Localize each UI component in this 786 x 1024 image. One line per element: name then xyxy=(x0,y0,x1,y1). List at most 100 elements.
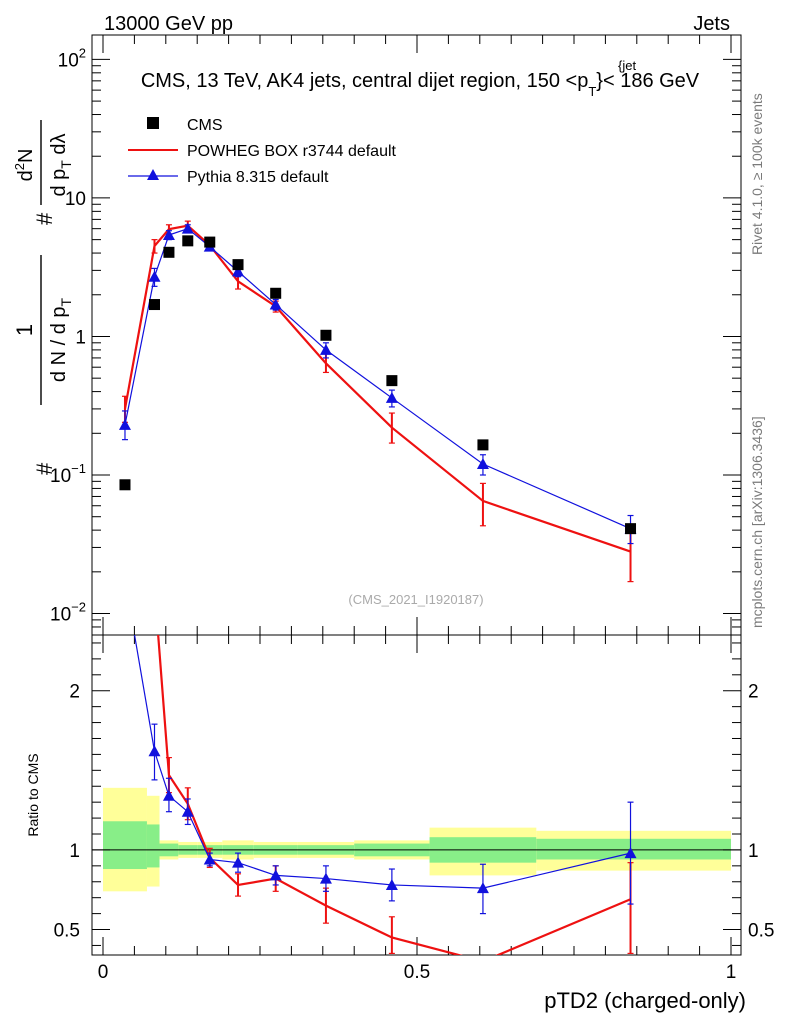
chart-title-sup: {jet xyxy=(618,58,636,73)
pythia-point xyxy=(385,391,398,403)
ratio-ytick-label-right: 0.5 xyxy=(748,921,774,942)
legend-label-powheg: POWHEG BOX r3744 default xyxy=(187,143,397,160)
ratio-ytick-label-left: 1 xyxy=(69,841,80,862)
ylabel-hash-2: # xyxy=(32,212,57,225)
ratio-pythia-point xyxy=(181,805,194,817)
pythia-point xyxy=(232,265,245,277)
main-ytick-label: 1 xyxy=(75,327,86,348)
ratio-band-inner xyxy=(146,824,160,868)
ratio-pythia-point xyxy=(476,882,489,894)
ylabel-frac2-num-sup: 2 xyxy=(12,163,27,170)
ratio-pythia-point xyxy=(269,869,282,881)
cms-point xyxy=(477,439,489,451)
ratio-pythia-point xyxy=(232,856,245,868)
cms-point xyxy=(119,479,131,491)
ratio-ytick-label-right: 1 xyxy=(748,841,759,862)
legend-label-pythia: Pythia 8.315 default xyxy=(187,169,329,186)
ratio-pythia-point xyxy=(319,872,332,884)
chart-title-main: CMS, 13 TeV, AK4 jets, central dijet reg… xyxy=(141,70,589,92)
main-ytick-exponent: −2 xyxy=(71,600,86,615)
main-ytick-exponent: −1 xyxy=(71,461,86,476)
ratio-ytick-label-left: 0.5 xyxy=(54,921,80,942)
cms-point xyxy=(270,287,282,299)
main-ytick-mantissa: 10 xyxy=(65,189,86,210)
main-ytick-exponent: 2 xyxy=(79,45,86,60)
main-ytick-label: 10−2 xyxy=(50,600,86,626)
cms-point xyxy=(625,523,637,535)
ratio-xtick-label: 0 xyxy=(98,962,109,983)
ratio-frame xyxy=(91,634,742,956)
cms-point xyxy=(320,329,332,341)
ratio-panel xyxy=(91,634,742,956)
ratio-pythia-point xyxy=(162,789,175,801)
legend: CMS POWHEG BOX r3744 default Pythia 8.31… xyxy=(128,117,397,186)
ratio-axis-ticks: 0.5 0.5 1 1 2 2 0 0.5 1 xyxy=(54,635,774,983)
side-label-top: Rivet 4.1.0, ≥ 100k events xyxy=(749,93,765,255)
ratio-band-inner xyxy=(103,821,147,870)
pythia-line xyxy=(124,227,631,530)
ratio-powheg-line xyxy=(157,635,631,955)
ylabel-frac2-den-sub: T xyxy=(58,160,74,169)
ylabel-frac2-num: d2N xyxy=(12,149,37,182)
ratio-bands xyxy=(103,787,731,892)
main-ytick-label: 10 xyxy=(65,189,86,210)
ylabel-frac2-num-d: d xyxy=(15,170,37,181)
ratio-pythia-point xyxy=(119,573,131,584)
chart-title-end: }< 186 GeV xyxy=(596,70,700,92)
ratio-clipped xyxy=(119,573,637,955)
powheg-line xyxy=(123,224,631,553)
cms-point xyxy=(182,235,194,247)
cms-point xyxy=(232,259,244,271)
ratio-pythia-point xyxy=(624,847,637,859)
ratio-ytick-label-right: 2 xyxy=(748,682,759,703)
main-data xyxy=(118,220,637,583)
main-ytick-mantissa: 10 xyxy=(50,466,71,487)
ratio-ylabel: Ratio to CMS xyxy=(25,753,41,836)
watermark: (CMS_2021_I1920187) xyxy=(348,592,483,607)
chart-title-sub: T xyxy=(588,84,596,99)
main-ytick-label: 10−1 xyxy=(50,461,86,487)
ylabel-frac2-den-text: d p xyxy=(48,169,70,197)
ylabel-frac2-den: d pT dλ xyxy=(48,133,74,196)
header-left: 13000 GeV pp xyxy=(104,13,233,35)
legend-marker-pythia xyxy=(147,169,159,180)
main-ytick-mantissa: 10 xyxy=(50,605,71,626)
cms-point xyxy=(163,246,175,258)
cms-point xyxy=(148,299,160,311)
main-ytick-mantissa: 1 xyxy=(75,327,86,348)
ratio-pythia-point xyxy=(148,745,161,757)
main-ytick-mantissa: 10 xyxy=(58,50,79,71)
main-ylabel: 1 d N / d pT # # d2N d pT dλ xyxy=(12,120,74,475)
cms-point xyxy=(204,236,216,248)
ratio-ytick-label-left: 2 xyxy=(69,682,80,703)
ratio-band-inner xyxy=(536,838,731,860)
ylabel-frac2-den-end: dλ xyxy=(48,133,70,160)
header-right: Jets xyxy=(693,13,730,35)
ratio-xtick-label: 1 xyxy=(726,962,737,983)
pythia-point xyxy=(118,418,131,430)
ylabel-frac1-den-text: d N / d p xyxy=(48,306,70,382)
pythia-point xyxy=(162,229,175,241)
ylabel-frac1-num: 1 xyxy=(12,324,37,336)
ylabel-frac2-num-end: N xyxy=(15,149,37,163)
main-ytick-label: 102 xyxy=(58,45,86,71)
pythia-point xyxy=(319,343,332,355)
chart-title: CMS, 13 TeV, AK4 jets, central dijet reg… xyxy=(141,70,700,99)
ratio-data xyxy=(119,573,637,955)
ylabel-frac1-den: d N / d pT xyxy=(48,297,74,382)
side-label-bottom: mcplots.cern.ch [arXiv:1306.3436] xyxy=(749,416,765,628)
ratio-xtick-label: 0.5 xyxy=(404,962,430,983)
pythia-point xyxy=(181,222,194,234)
x-axis-label: pTD2 (charged-only) xyxy=(544,988,746,1013)
cms-point xyxy=(386,375,398,387)
ratio-pythia-point xyxy=(203,853,216,865)
ylabel-hash-1: # xyxy=(32,462,57,475)
pythia-point xyxy=(148,270,161,282)
pythia-point xyxy=(269,298,282,310)
ratio-pythia-point xyxy=(385,878,398,890)
pythia-point xyxy=(476,458,489,470)
legend-marker-cms xyxy=(147,117,159,129)
legend-label-cms: CMS xyxy=(187,117,223,134)
